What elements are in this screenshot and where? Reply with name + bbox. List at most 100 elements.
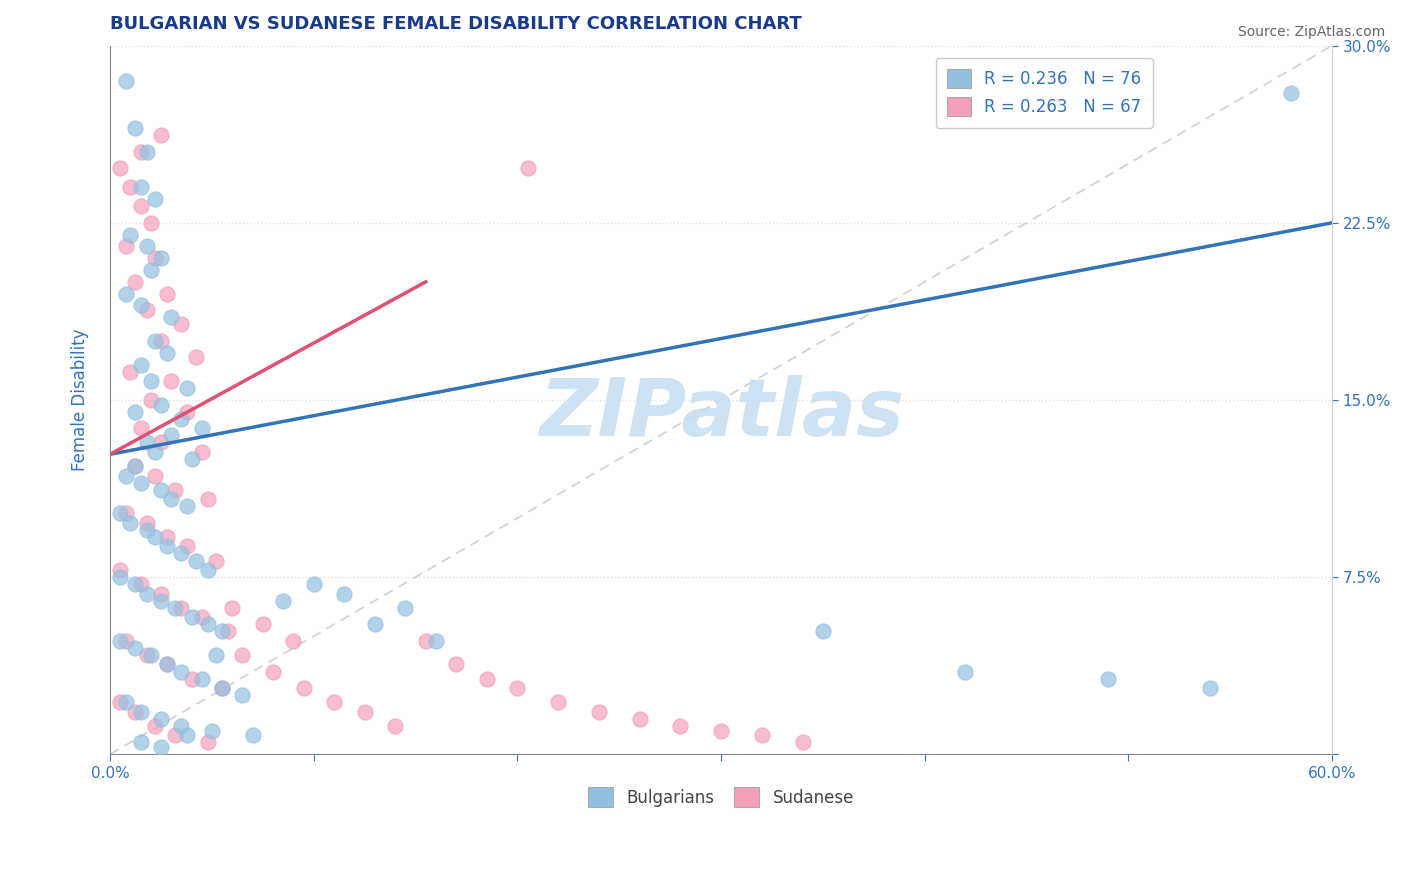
Point xyxy=(115,74,138,88)
Point xyxy=(506,681,529,695)
Point xyxy=(124,121,146,136)
Text: BULGARIAN VS SUDANESE FEMALE DISABILITY CORRELATION CHART: BULGARIAN VS SUDANESE FEMALE DISABILITY … xyxy=(110,15,801,33)
Point xyxy=(165,728,187,742)
Point xyxy=(139,648,162,662)
Point xyxy=(150,251,173,265)
Point xyxy=(547,695,569,709)
Point xyxy=(135,586,157,600)
Point xyxy=(197,617,219,632)
Point xyxy=(180,610,202,624)
Point xyxy=(120,365,142,379)
Point xyxy=(124,577,146,591)
Point xyxy=(588,705,610,719)
Point xyxy=(205,553,228,567)
Point xyxy=(190,445,212,459)
Point xyxy=(1097,672,1119,686)
Point xyxy=(129,705,152,719)
Point xyxy=(150,712,173,726)
Point xyxy=(353,705,375,719)
Point xyxy=(124,458,146,473)
Point xyxy=(176,500,198,514)
Point xyxy=(628,712,651,726)
Point xyxy=(115,239,138,253)
Point xyxy=(669,719,692,733)
Point xyxy=(170,546,193,560)
Point xyxy=(302,577,325,591)
Point xyxy=(252,617,274,632)
Point xyxy=(170,318,193,332)
Point xyxy=(129,199,152,213)
Point xyxy=(150,435,173,450)
Point xyxy=(129,475,152,490)
Point xyxy=(110,563,132,577)
Point xyxy=(139,392,162,407)
Point xyxy=(156,540,179,554)
Point xyxy=(143,530,166,544)
Text: Source: ZipAtlas.com: Source: ZipAtlas.com xyxy=(1237,25,1385,39)
Point xyxy=(124,405,146,419)
Point xyxy=(115,506,138,520)
Point xyxy=(110,695,132,709)
Point xyxy=(115,695,138,709)
Y-axis label: Female Disability: Female Disability xyxy=(72,328,89,471)
Point xyxy=(197,735,219,749)
Point xyxy=(394,600,416,615)
Point xyxy=(160,310,183,325)
Point xyxy=(176,405,198,419)
Point xyxy=(129,577,152,591)
Point xyxy=(170,412,193,426)
Point xyxy=(751,728,773,742)
Point xyxy=(160,374,183,388)
Point xyxy=(135,523,157,537)
Point xyxy=(180,672,202,686)
Point xyxy=(231,688,253,702)
Point xyxy=(184,351,207,365)
Point xyxy=(139,374,162,388)
Point xyxy=(115,633,138,648)
Point xyxy=(446,657,468,672)
Point xyxy=(124,640,146,655)
Point xyxy=(292,681,315,695)
Point xyxy=(143,719,166,733)
Point xyxy=(124,458,146,473)
Point xyxy=(211,681,233,695)
Point xyxy=(242,728,264,742)
Point xyxy=(150,586,173,600)
Point xyxy=(283,633,305,648)
Point xyxy=(176,728,198,742)
Point xyxy=(129,735,152,749)
Point xyxy=(1199,681,1222,695)
Point xyxy=(205,648,228,662)
Point xyxy=(165,600,187,615)
Point xyxy=(262,665,284,679)
Point xyxy=(425,633,447,648)
Point xyxy=(135,648,157,662)
Point xyxy=(129,180,152,194)
Point xyxy=(271,593,294,607)
Point xyxy=(165,483,187,497)
Point xyxy=(120,180,142,194)
Point xyxy=(124,275,146,289)
Point xyxy=(156,657,179,672)
Point xyxy=(143,334,166,348)
Point xyxy=(190,672,212,686)
Point xyxy=(135,239,157,253)
Point xyxy=(156,286,179,301)
Text: ZIPatlas: ZIPatlas xyxy=(538,376,904,453)
Point xyxy=(516,161,538,176)
Point xyxy=(110,570,132,584)
Point xyxy=(197,492,219,507)
Point xyxy=(364,617,387,632)
Point xyxy=(143,192,166,206)
Point xyxy=(475,672,498,686)
Legend: Bulgarians, Sudanese: Bulgarians, Sudanese xyxy=(578,778,865,817)
Point xyxy=(384,719,406,733)
Point xyxy=(110,506,132,520)
Point xyxy=(217,624,239,639)
Point xyxy=(710,723,733,738)
Point xyxy=(110,161,132,176)
Point xyxy=(811,624,834,639)
Point xyxy=(135,516,157,530)
Point xyxy=(135,145,157,159)
Point xyxy=(135,435,157,450)
